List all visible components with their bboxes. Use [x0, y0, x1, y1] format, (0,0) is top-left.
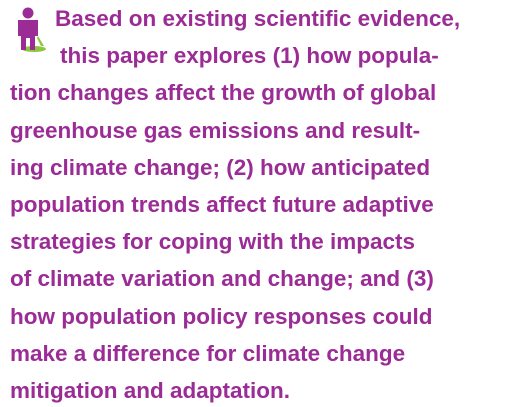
text-line: mitigation and adaptation. [10, 378, 290, 403]
text-line: ing climate change; (2) how anticipated [10, 154, 431, 180]
person-icon [18, 7, 46, 52]
text-line: of climate variation and change; and (3) [10, 266, 434, 292]
text-line: this paper explores (1) how popula- [60, 43, 439, 69]
text-line: strategies for coping with the impacts [10, 229, 416, 255]
text-line: Based on existing scientific evidence, [55, 6, 461, 31]
text-line: make a difference for climate change [10, 340, 406, 366]
text-line: population trends affect future adaptive [10, 192, 434, 217]
text-line: greenhouse gas emissions and result- [10, 117, 421, 143]
text-line: tion changes affect the growth of global [10, 80, 437, 106]
text-line: how population policy responses could [10, 303, 433, 329]
